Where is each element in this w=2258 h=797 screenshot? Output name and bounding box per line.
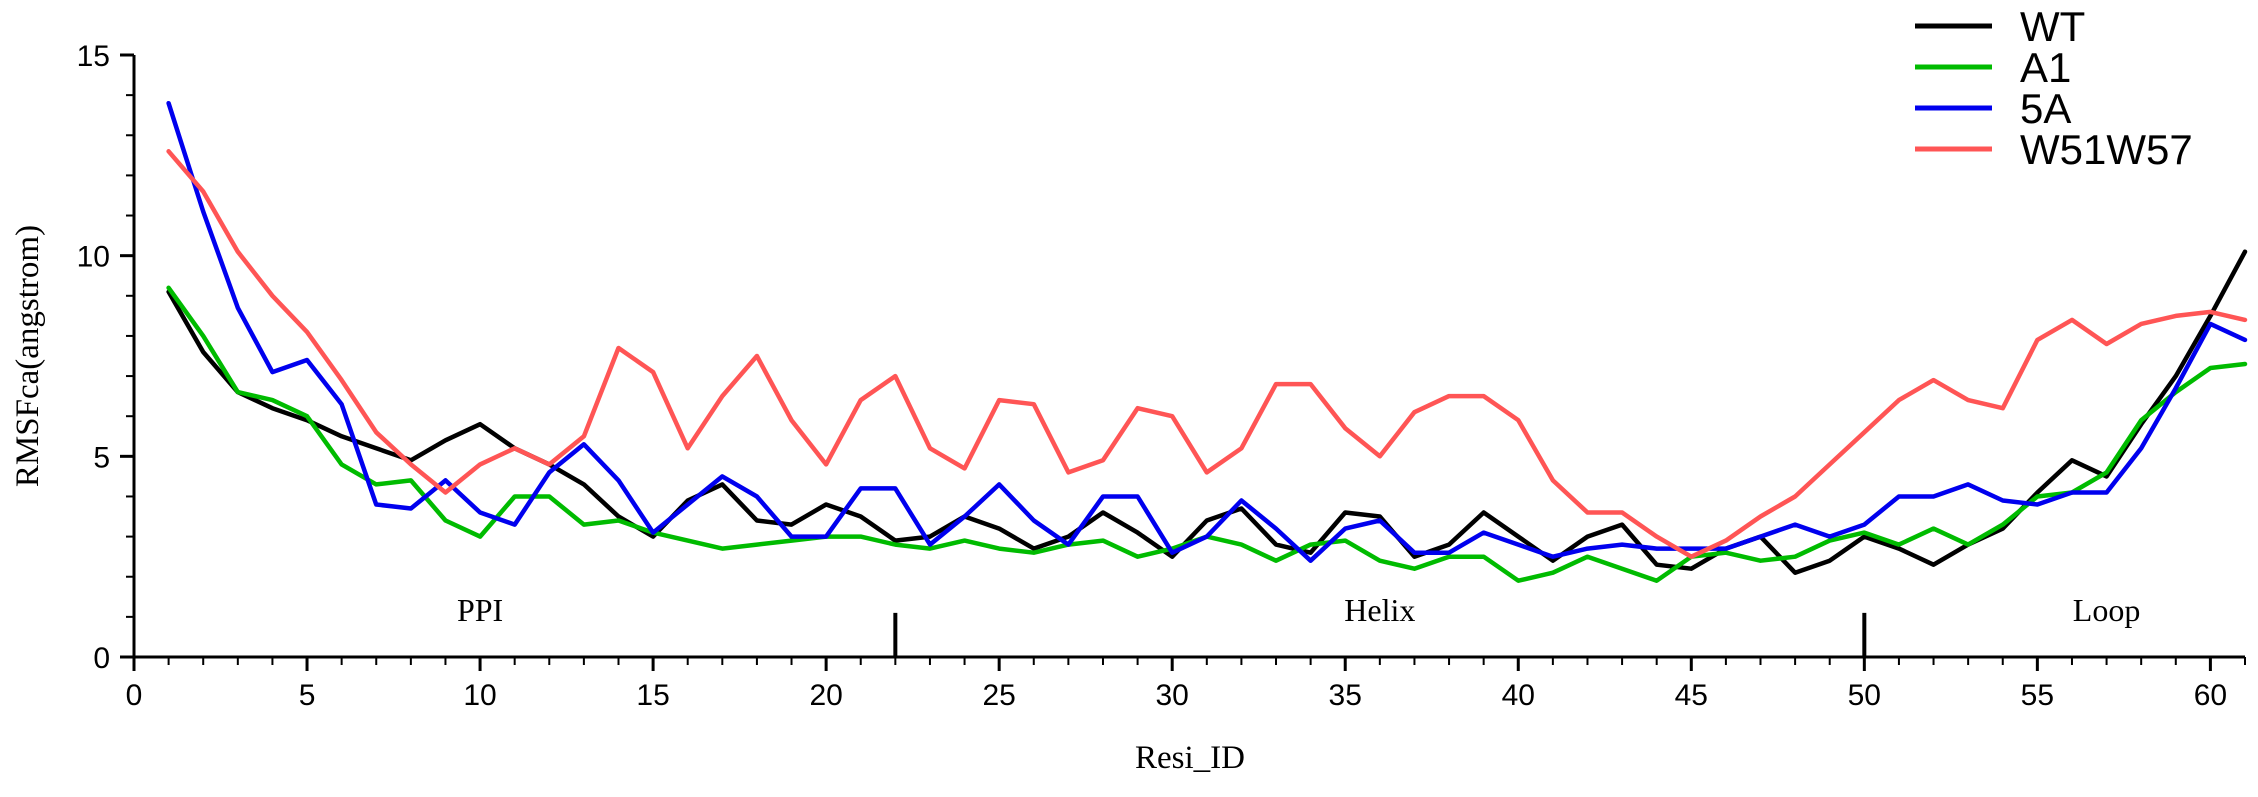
y-axis-title: RMSFca(angstrom) [10, 225, 46, 487]
series-line-5a [166, 100, 2248, 563]
region-label-ppi: PPI [457, 592, 503, 628]
x-tick-label: 20 [809, 679, 842, 712]
y-tick-label: 15 [77, 40, 110, 73]
x-tick-label: 5 [299, 679, 316, 712]
legend-label-w51w57: W51W57 [2020, 126, 2193, 173]
y-ticks: 0 5 10 15 [77, 40, 134, 675]
y-tick-label: 10 [77, 241, 110, 274]
series-lines [166, 100, 2248, 583]
x-tick-label: 35 [1329, 679, 1362, 712]
region-label-helix: Helix [1344, 592, 1415, 628]
x-axis-title: Resi_ID [1135, 740, 1245, 776]
x-ticks: 0 5 10 15 20 25 30 35 40 45 50 55 60 [126, 657, 2246, 712]
legend-label-wt: WT [2020, 3, 2085, 50]
x-tick-label: 55 [2021, 679, 2054, 712]
region-labels: PPI Helix Loop [457, 592, 2140, 628]
x-tick-label: 0 [126, 679, 143, 712]
x-tick-label: 30 [1156, 679, 1189, 712]
region-label-loop: Loop [2073, 592, 2141, 628]
legend-label-a1: A1 [2020, 44, 2071, 91]
y-tick-label: 5 [93, 441, 110, 474]
x-tick-label: 50 [1848, 679, 1881, 712]
x-tick-label: 10 [463, 679, 496, 712]
x-tick-label: 15 [636, 679, 669, 712]
x-tick-label: 25 [982, 679, 1015, 712]
legend-label-5a: 5A [2020, 85, 2071, 132]
x-tick-label: 45 [1675, 679, 1708, 712]
x-tick-label: 60 [2194, 679, 2227, 712]
y-tick-label: 0 [93, 642, 110, 675]
series-line-wt [166, 249, 2248, 575]
x-tick-label: 40 [1502, 679, 1535, 712]
axes [132, 55, 2245, 659]
region-dividers [893, 612, 1867, 657]
series-line-w51w57 [166, 149, 2248, 559]
